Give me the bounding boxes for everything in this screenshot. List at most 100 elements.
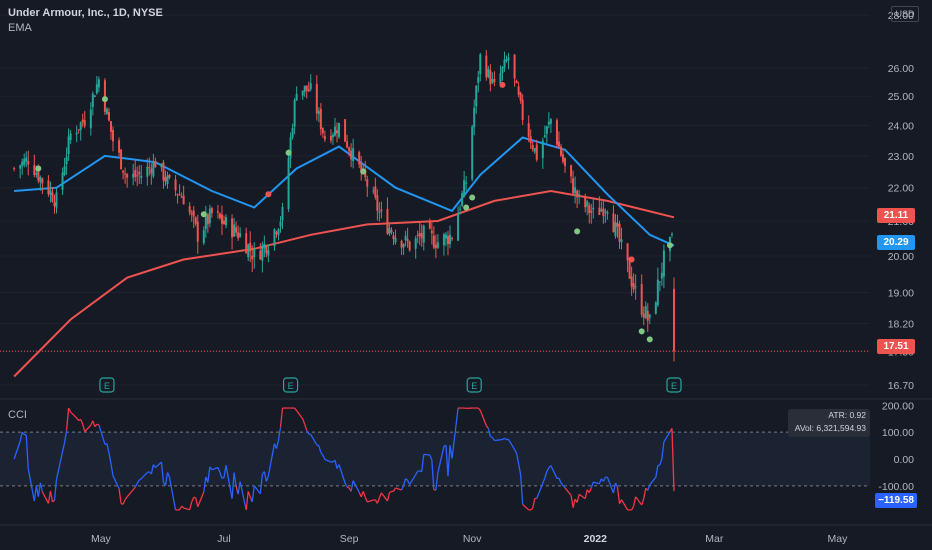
cci-segment <box>47 490 52 504</box>
candle-body <box>642 313 645 318</box>
cci-segment <box>352 480 360 493</box>
cci-segment <box>392 487 397 492</box>
price-tick-label: 28.00 <box>888 10 914 22</box>
cci-segment <box>532 498 536 509</box>
candle-body <box>479 54 482 75</box>
candle-body <box>293 99 296 127</box>
currency-badge[interactable]: USD <box>891 6 919 22</box>
candle-body <box>25 157 28 162</box>
signal-dot <box>628 256 635 263</box>
cci-segment <box>431 459 435 490</box>
candle-body <box>208 208 211 224</box>
cci-segment <box>106 443 110 453</box>
candle-body <box>124 173 127 175</box>
cci-segment <box>154 461 162 469</box>
candle-body <box>122 170 125 173</box>
candle-body <box>428 221 431 229</box>
cci-segment <box>126 489 134 498</box>
indicator-label-ema[interactable]: EMA <box>8 22 32 34</box>
candle-body <box>249 242 252 252</box>
cci-segment <box>82 424 86 432</box>
cci-segment <box>80 419 84 425</box>
candle-body <box>190 212 193 215</box>
cci-segment <box>380 492 388 502</box>
candle-body <box>588 205 591 214</box>
cci-segment <box>265 475 269 482</box>
cci-segment <box>27 468 35 502</box>
avol-value: AVol: 6,321,594.93 <box>794 423 866 433</box>
cci-segment <box>522 503 530 511</box>
cci-segment <box>219 472 223 479</box>
cci-segment <box>247 491 251 497</box>
candle-body <box>265 246 268 254</box>
cci-segment <box>61 442 66 452</box>
cci-segment <box>168 477 177 511</box>
candle-body <box>392 235 395 240</box>
candle-body <box>168 174 171 178</box>
indicator-label-cci[interactable]: CCI <box>8 409 27 421</box>
candle-body <box>281 207 284 221</box>
candle-body <box>275 232 278 234</box>
cci-segment <box>590 481 594 489</box>
price-axis[interactable]: 16.7017.5018.2019.0020.0021.0022.0023.00… <box>888 10 914 392</box>
candle-body <box>289 137 292 159</box>
time-axis[interactable]: May Jul Sep Nov 2022 Mar May <box>0 524 932 545</box>
candle-body <box>251 255 254 260</box>
candle-body <box>53 202 56 207</box>
cci-segment <box>578 493 586 500</box>
ema-fast-path <box>14 136 675 247</box>
ema-fast-line <box>14 136 675 247</box>
signal-dot <box>200 211 207 218</box>
time-tick-label: Mar <box>705 533 724 545</box>
candle-body <box>634 286 637 288</box>
cci-segment <box>491 437 495 441</box>
cci-band-fill <box>0 432 870 486</box>
candle-body <box>658 281 661 283</box>
cci-segment <box>386 492 391 502</box>
cci-segment <box>616 486 621 504</box>
symbol-title[interactable]: Under Armour, Inc., 1D, NYSE <box>8 7 163 19</box>
cci-segment <box>316 444 320 447</box>
candle-body <box>65 156 68 165</box>
price-tick-label: 18.20 <box>888 318 914 330</box>
candle-body <box>471 126 474 180</box>
cci-segment <box>643 488 647 499</box>
candle-body <box>160 163 163 168</box>
candle-body <box>303 85 306 92</box>
cci-segment <box>389 490 392 494</box>
candle-body <box>309 83 312 90</box>
candle-body <box>513 54 516 79</box>
candle-body <box>358 151 361 165</box>
cci-segment <box>550 465 558 479</box>
candle-body <box>55 192 58 208</box>
candle-body <box>329 135 332 141</box>
candle-body <box>451 238 454 240</box>
candle-body <box>414 238 417 249</box>
cci-segment <box>661 441 665 459</box>
candle-body <box>112 129 115 142</box>
candle-body <box>194 217 197 224</box>
signal-dot <box>574 228 581 235</box>
cci-segment <box>324 458 332 463</box>
cci-segment <box>598 478 602 484</box>
candle-body <box>376 195 379 211</box>
signal-dot <box>101 96 108 103</box>
earnings-icon-frame <box>666 377 682 393</box>
candle-body <box>192 210 195 217</box>
candle-body <box>39 177 42 183</box>
candle-body <box>233 224 236 237</box>
price-tick-label: 26.00 <box>888 63 914 75</box>
candle-body <box>527 123 530 137</box>
signal-dot <box>469 194 476 201</box>
candle-body <box>444 234 447 239</box>
candle-body <box>432 235 435 248</box>
candle-body <box>182 195 185 205</box>
cci-segment <box>164 472 169 486</box>
candle-body <box>449 234 451 244</box>
candle-body <box>648 314 651 318</box>
candle-body <box>507 57 510 61</box>
candle-body <box>644 306 647 318</box>
time-tick-label: May <box>91 533 112 545</box>
